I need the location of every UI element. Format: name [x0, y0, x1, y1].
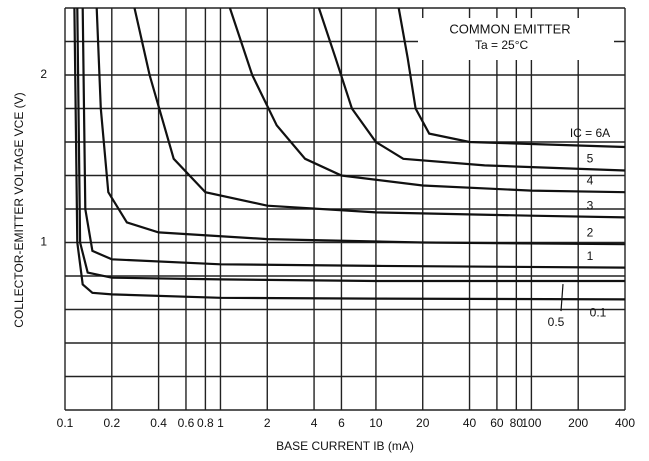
- label-pointer: [560, 283, 564, 312]
- series-label: IC = 6A: [570, 126, 610, 140]
- x-tick-label: 40: [463, 416, 477, 430]
- series-label: 3: [587, 199, 594, 213]
- x-tick-label: 0.1: [57, 416, 74, 430]
- curve: [133, 7, 626, 219]
- x-tick-label: 200: [568, 416, 588, 430]
- curve: [81, 7, 626, 269]
- x-tick-label: 20: [416, 416, 430, 430]
- x-tick-label: 0.4: [150, 416, 167, 430]
- x-tick-label: 0.6: [178, 416, 195, 430]
- y-axis-label: COLLECTOR-EMITTER VOLTAGE VCE (V): [12, 92, 26, 327]
- series-label: 1: [587, 249, 594, 263]
- series-label: 0.5: [548, 315, 565, 329]
- x-tick-label: 0.8: [197, 416, 214, 430]
- x-tick-label: 4: [311, 416, 318, 430]
- x-tick-label: 100: [521, 416, 541, 430]
- x-tick-label: 6: [338, 416, 345, 430]
- curve: [317, 7, 626, 172]
- curve: [397, 7, 626, 149]
- series-label: 2: [587, 225, 594, 239]
- series-label: 5: [587, 152, 594, 166]
- y-tick-label: 1: [40, 235, 47, 249]
- annotation: Ta = 25°C: [475, 38, 528, 52]
- x-tick-label: 0.2: [103, 416, 120, 430]
- x-axis-label: BASE CURRENT IB (mA): [276, 439, 414, 453]
- curve: [228, 7, 626, 194]
- annotation: COMMON EMITTER: [449, 21, 570, 36]
- curve: [95, 7, 626, 246]
- x-tick-label: 2: [264, 416, 271, 430]
- curve: [76, 7, 625, 283]
- x-tick-label: 80: [510, 416, 524, 430]
- series-label: 0.1: [590, 306, 607, 320]
- curve: [73, 7, 626, 301]
- series-label: 4: [587, 173, 594, 187]
- x-tick-label: 1: [217, 416, 224, 430]
- x-tick-label: 10: [369, 416, 383, 430]
- y-tick-label: 2: [40, 67, 47, 81]
- x-tick-label: 400: [615, 416, 635, 430]
- annotation-box: [418, 18, 614, 60]
- x-tick-label: 60: [490, 416, 504, 430]
